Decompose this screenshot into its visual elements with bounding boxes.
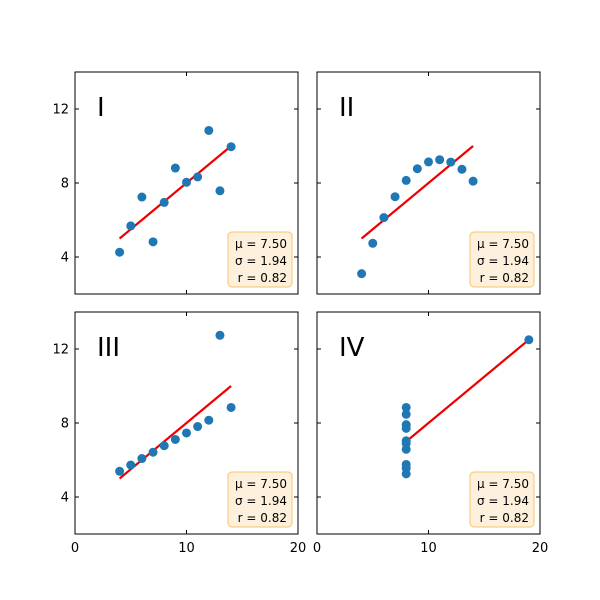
panel-1-stat-r: r = 0.82 <box>238 271 287 285</box>
panel-3-stat-std: σ = 1.94 <box>235 494 287 508</box>
panel-2-yticks <box>317 108 540 258</box>
panel-1-point <box>115 247 125 257</box>
panel-3-xtick-label: 10 <box>178 541 195 556</box>
panel-3-point <box>193 422 203 432</box>
panel-2-point <box>435 155 445 165</box>
panel-2-point <box>446 157 456 167</box>
panel-1-fit-line <box>118 145 232 240</box>
panel-1-point <box>193 172 203 182</box>
panel-4-point <box>401 439 411 449</box>
panel-3-point <box>137 454 147 464</box>
panel-1-point <box>226 142 236 152</box>
panel-4-point <box>401 409 411 419</box>
panel-3-xticks: 0 10 20 <box>71 312 306 556</box>
panel-3-ytick-label: 4 <box>61 491 69 506</box>
panel-1-point <box>126 221 136 231</box>
panel-2-points <box>357 155 478 279</box>
panel-4-xticks: 0 10 20 <box>313 312 548 556</box>
panel-4-yticks <box>317 348 540 498</box>
panel-3-yticks: 4 8 12 <box>52 343 298 506</box>
panel-2-stat-r: r = 0.82 <box>480 271 529 285</box>
panel-4-stat-box: μ = 7.50 σ = 1.94 r = 0.82 <box>469 471 535 528</box>
panel-3-point <box>170 434 180 444</box>
panel-1-point <box>182 177 191 187</box>
panel-3-point <box>148 447 158 457</box>
panel-2-point <box>368 238 378 248</box>
panel-4-fit-line <box>405 338 530 443</box>
panel-4-points <box>401 335 534 479</box>
panel-4-point <box>401 463 411 473</box>
panel-3-stat-box: μ = 7.50 σ = 1.94 r = 0.82 <box>227 471 293 528</box>
panel-2-point <box>412 164 422 174</box>
panel-4-point <box>401 402 411 412</box>
panel-2-point <box>390 192 400 202</box>
panel-3-fit-line <box>118 385 232 480</box>
panel-1-ytick-label: 8 <box>61 177 69 192</box>
panel-3-point <box>204 415 214 425</box>
panel-2-point <box>357 269 367 279</box>
panel-1-points <box>115 125 236 257</box>
panel-3-point <box>182 428 191 438</box>
panel-4-stat-std: σ = 1.94 <box>477 494 529 508</box>
panel-3-stat-mean: μ = 7.50 <box>235 477 287 491</box>
panel-2-point <box>379 213 389 223</box>
panel-3-point <box>215 330 225 340</box>
panel-3-stat-r: r = 0.82 <box>238 511 287 525</box>
panel-4-stat-r: r = 0.82 <box>480 511 529 525</box>
panel-4-label: IV <box>339 333 365 363</box>
panel-4-point <box>401 420 411 430</box>
panel-2: II μ = 7.50 σ = 1.94 r = 0.82 <box>316 71 541 295</box>
panel-2-stat-mean: μ = 7.50 <box>477 237 529 251</box>
panel-4-stat-mean: μ = 7.50 <box>477 477 529 491</box>
panel-1-point <box>159 197 169 207</box>
panel-1: I 4 8 12 μ = 7.50 σ = 1.94 r = 0.82 <box>52 71 299 295</box>
panel-1-point <box>137 192 147 202</box>
panel-4-xtick-label: 10 <box>420 541 437 556</box>
panel-1-ytick-label: 12 <box>52 103 69 118</box>
panel-1-point <box>170 163 180 173</box>
panel-3-ytick-label: 12 <box>52 343 69 358</box>
panel-4: IV 0 10 20 μ = 7.50 σ = 1.94 r = 0.82 <box>313 311 548 556</box>
panel-4-xtick-label: 20 <box>532 541 549 556</box>
panel-1-stat-std: σ = 1.94 <box>235 254 287 268</box>
panel-1-stat-box: μ = 7.50 σ = 1.94 r = 0.82 <box>227 231 293 288</box>
panel-1-label: I <box>97 93 105 123</box>
panel-1-point <box>204 125 214 135</box>
panel-1-ytick-label: 4 <box>61 251 69 266</box>
panel-1-point <box>215 186 225 196</box>
panel-3-ytick-label: 8 <box>61 417 69 432</box>
panel-1-stat-mean: μ = 7.50 <box>235 237 287 251</box>
panel-1-xticks <box>74 72 299 294</box>
panel-2-point <box>457 164 467 174</box>
panel-3-point <box>115 466 125 476</box>
panel-3-point <box>159 441 169 451</box>
panel-2-stat-box: μ = 7.50 σ = 1.94 r = 0.82 <box>469 231 535 288</box>
panel-2-xticks <box>316 72 541 294</box>
panel-3-point <box>126 460 136 470</box>
panel-3-xtick-label: 20 <box>290 541 307 556</box>
panel-2-fit-line <box>360 145 474 240</box>
panel-3: III 4 8 12 0 10 20 μ = 7.50 σ = 1.94 r = 0.8… <box>52 311 306 556</box>
panel-2-point <box>401 175 411 185</box>
panel-3-points <box>115 330 236 476</box>
panel-2-label: II <box>339 93 354 123</box>
panel-2-point <box>468 176 478 186</box>
panel-4-xtick-label: 0 <box>313 541 321 556</box>
panel-3-point <box>226 402 236 412</box>
panel-3-xtick-label: 0 <box>71 541 79 556</box>
panel-2-stat-std: σ = 1.94 <box>477 254 529 268</box>
panel-4-point <box>524 335 534 345</box>
panel-2-point <box>424 157 433 167</box>
panel-1-yticks: 4 8 12 <box>52 103 298 266</box>
panel-1-point <box>148 237 158 247</box>
panel-3-label: III <box>97 333 120 363</box>
